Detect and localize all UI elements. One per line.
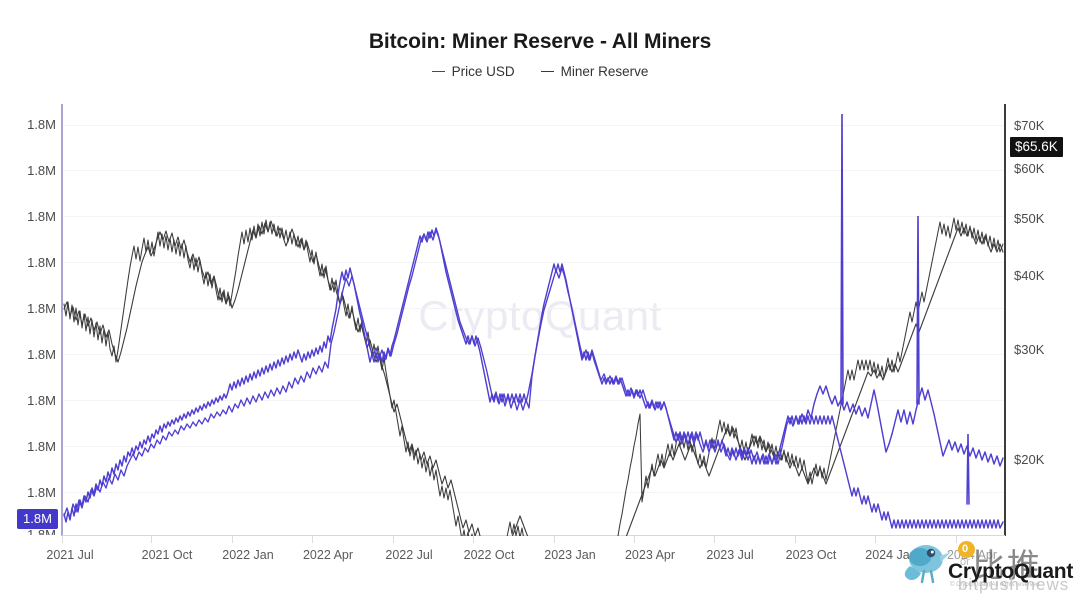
legend-item-price-usd[interactable]: Price USD [431, 64, 515, 79]
y-axis-left-label: 1.8M [27, 485, 56, 500]
watermark-bitpush-en: bitpush news [958, 575, 1070, 594]
x-axis-tick [393, 536, 394, 543]
x-axis-label: 2024 Apr [946, 548, 998, 562]
watermark-bitpush-cn: 比推 [972, 546, 1042, 585]
y-axis-left-label: 1.8M [27, 439, 56, 454]
chart-svg [63, 113, 1004, 536]
y-axis-right-label: $60K [1014, 161, 1045, 176]
series-spike-2 [916, 215, 920, 405]
y-axis-right-spine [1004, 104, 1006, 536]
gridline [62, 446, 1005, 447]
y-axis-right-label: $70K [1014, 118, 1045, 133]
legend-label-price-usd: Price USD [451, 64, 515, 79]
series-line-miner-reserve-detail-early [63, 229, 482, 519]
x-axis-tick [62, 536, 63, 543]
y-axis-left-label: 1.8M [27, 347, 56, 362]
gridline [62, 216, 1005, 217]
x-axis-label: 2023 Jul [706, 548, 754, 562]
y-axis-left-label: 1.8M [27, 209, 56, 224]
cryptoquant-copyright: © CryptoQuant All rights reserved [950, 582, 1040, 588]
x-axis-label: 2022 Apr [302, 548, 354, 562]
legend-item-miner-reserve[interactable]: Miner Reserve [540, 64, 649, 79]
series-spike-1-base [789, 385, 893, 453]
x-axis-tick [151, 536, 152, 543]
series-line-price-usd-detail [63, 217, 1004, 536]
x-axis-tick [714, 536, 715, 543]
dash-icon [540, 71, 554, 72]
x-axis-tick [875, 536, 876, 543]
y-axis-left-label-clipped: 1.8M [27, 527, 56, 535]
bird-icon [904, 545, 951, 584]
y-axis-right-label: $20K [1014, 452, 1045, 467]
y-axis-left-spine [61, 104, 63, 536]
y-axis-left-label: 1.8M [27, 255, 56, 270]
x-axis-label: 2021 Oct [141, 548, 193, 562]
series-spike-1 [840, 113, 844, 405]
y-axis-left-label: 1.8M [27, 163, 56, 178]
x-axis-spine [62, 535, 1005, 536]
gridline [62, 354, 1005, 355]
x-axis-tick [554, 536, 555, 543]
y-axis-right-label: $40K [1014, 268, 1045, 283]
y-axis-right-label: $30K [1014, 342, 1045, 357]
y-axis-left-current-badge: 1.8M [17, 509, 58, 529]
x-axis-label: 2022 Jan [222, 548, 274, 562]
page-title: Bitcoin: Miner Reserve - All Miners [368, 30, 712, 53]
gridline [62, 308, 1005, 309]
x-axis-tick [473, 536, 474, 543]
y-axis-left-label: 1.8M [27, 301, 56, 316]
x-axis-tick [634, 536, 635, 543]
gridline [62, 492, 1005, 493]
y-axis-right-current-badge: $65.6K [1010, 137, 1063, 157]
gridline [62, 400, 1005, 401]
y-axis-left-label: 1.8M [27, 393, 56, 408]
x-axis-label: 2023 Apr [624, 548, 676, 562]
series-line-miner-reserve [63, 227, 1004, 529]
y-axis-left-label: 1.8M [27, 117, 56, 132]
gridline [62, 262, 1005, 263]
x-axis-label: 2023 Jan [544, 548, 596, 562]
x-axis-tick [795, 536, 796, 543]
x-axis-label: 2021 Jul [46, 548, 94, 562]
gridline [62, 170, 1005, 171]
series-spike-3 [966, 433, 970, 505]
watermark-or: or [960, 556, 970, 568]
gridline [62, 125, 1005, 126]
x-axis-label: 2023 Oct [785, 548, 837, 562]
x-axis-tick [312, 536, 313, 543]
x-axis-tick [956, 536, 957, 543]
series-spike-2-cluster [891, 387, 947, 457]
series-line-price-usd [63, 220, 1004, 536]
chart-legend: Price USD Miner Reserve [0, 64, 1080, 79]
x-axis-label: 2022 Oct [463, 548, 515, 562]
series-line-miner-reserve-tail [945, 439, 1004, 467]
dash-icon [431, 71, 445, 72]
series-line-miner-reserve-detail-mid [480, 267, 791, 465]
legend-label-miner-reserve: Miner Reserve [560, 64, 649, 79]
x-axis-tick [232, 536, 233, 543]
x-axis-label: 2022 Jul [385, 548, 433, 562]
y-axis-right-label: $50K [1014, 211, 1045, 226]
plot-area [62, 104, 1005, 536]
x-axis-label: 2024 Jan [865, 548, 917, 562]
